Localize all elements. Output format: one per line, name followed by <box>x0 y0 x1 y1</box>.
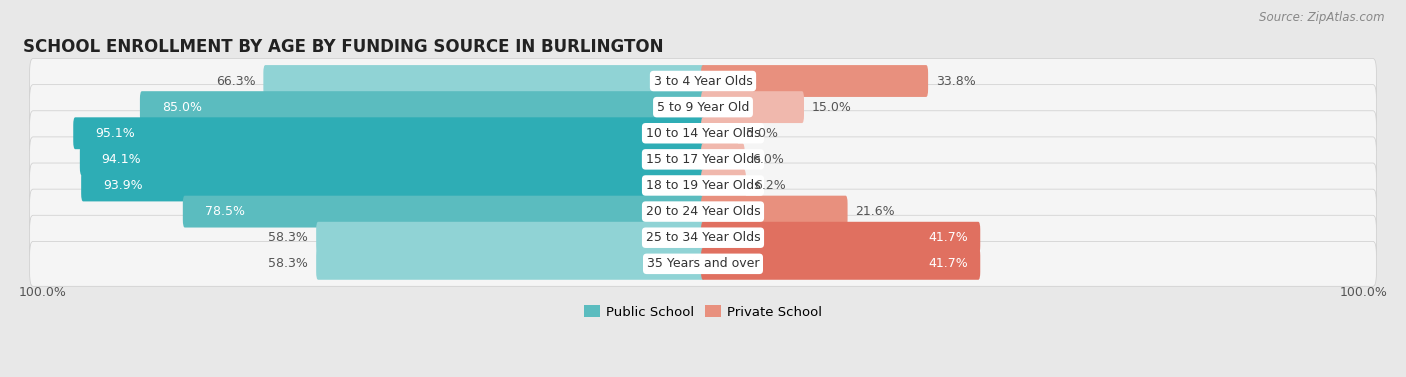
Text: 58.3%: 58.3% <box>269 257 308 270</box>
Text: 5.0%: 5.0% <box>747 127 778 140</box>
FancyBboxPatch shape <box>30 163 1376 208</box>
Text: 93.9%: 93.9% <box>103 179 142 192</box>
FancyBboxPatch shape <box>30 137 1376 182</box>
Text: 15 to 17 Year Olds: 15 to 17 Year Olds <box>645 153 761 166</box>
Text: 6.2%: 6.2% <box>754 179 786 192</box>
FancyBboxPatch shape <box>183 196 704 228</box>
Text: 58.3%: 58.3% <box>269 231 308 244</box>
Text: 95.1%: 95.1% <box>96 127 135 140</box>
Text: 94.1%: 94.1% <box>101 153 141 166</box>
Text: 3 to 4 Year Olds: 3 to 4 Year Olds <box>654 75 752 87</box>
Text: 6.0%: 6.0% <box>752 153 785 166</box>
Text: 20 to 24 Year Olds: 20 to 24 Year Olds <box>645 205 761 218</box>
FancyBboxPatch shape <box>702 91 804 123</box>
Text: 78.5%: 78.5% <box>205 205 245 218</box>
Text: 21.6%: 21.6% <box>855 205 896 218</box>
FancyBboxPatch shape <box>702 222 980 254</box>
Text: 5 to 9 Year Old: 5 to 9 Year Old <box>657 101 749 113</box>
FancyBboxPatch shape <box>80 143 704 175</box>
Text: 10 to 14 Year Olds: 10 to 14 Year Olds <box>645 127 761 140</box>
FancyBboxPatch shape <box>30 111 1376 156</box>
Text: 85.0%: 85.0% <box>162 101 201 113</box>
FancyBboxPatch shape <box>30 85 1376 130</box>
FancyBboxPatch shape <box>30 189 1376 234</box>
FancyBboxPatch shape <box>30 58 1376 103</box>
FancyBboxPatch shape <box>316 222 704 254</box>
FancyBboxPatch shape <box>702 248 980 280</box>
Legend: Public School, Private School: Public School, Private School <box>578 300 828 324</box>
Text: 18 to 19 Year Olds: 18 to 19 Year Olds <box>645 179 761 192</box>
FancyBboxPatch shape <box>141 91 704 123</box>
Text: 66.3%: 66.3% <box>215 75 256 87</box>
FancyBboxPatch shape <box>30 215 1376 260</box>
FancyBboxPatch shape <box>263 65 704 97</box>
FancyBboxPatch shape <box>702 65 928 97</box>
Text: Source: ZipAtlas.com: Source: ZipAtlas.com <box>1260 11 1385 24</box>
Text: 25 to 34 Year Olds: 25 to 34 Year Olds <box>645 231 761 244</box>
Text: SCHOOL ENROLLMENT BY AGE BY FUNDING SOURCE IN BURLINGTON: SCHOOL ENROLLMENT BY AGE BY FUNDING SOUR… <box>22 38 664 56</box>
FancyBboxPatch shape <box>30 241 1376 286</box>
FancyBboxPatch shape <box>702 143 745 175</box>
FancyBboxPatch shape <box>702 117 738 149</box>
Text: 41.7%: 41.7% <box>928 231 969 244</box>
FancyBboxPatch shape <box>316 248 704 280</box>
FancyBboxPatch shape <box>702 170 747 201</box>
FancyBboxPatch shape <box>73 117 704 149</box>
Text: 35 Years and over: 35 Years and over <box>647 257 759 270</box>
FancyBboxPatch shape <box>702 196 848 228</box>
Text: 41.7%: 41.7% <box>928 257 969 270</box>
FancyBboxPatch shape <box>82 170 704 201</box>
Text: 15.0%: 15.0% <box>811 101 852 113</box>
Text: 33.8%: 33.8% <box>936 75 976 87</box>
